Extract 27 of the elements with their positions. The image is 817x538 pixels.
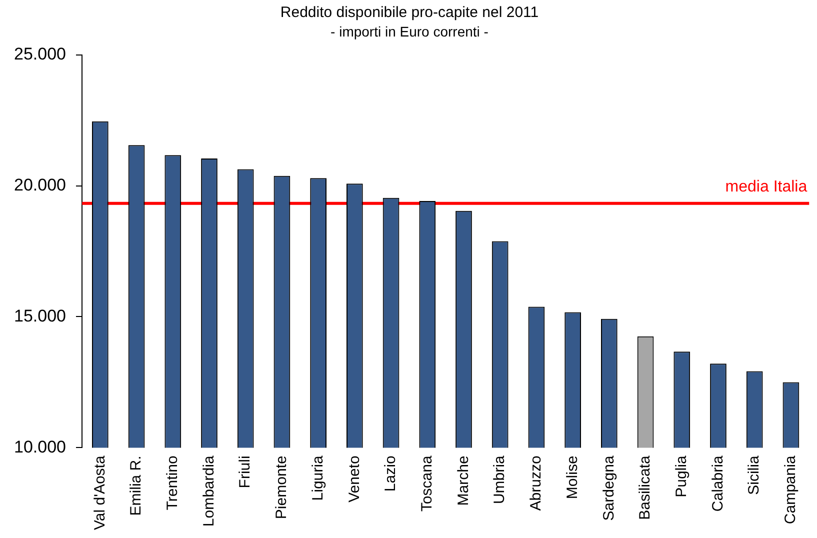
x-tick-label: Liguria	[309, 455, 326, 501]
x-tick-label: Sardegna	[600, 455, 618, 521]
chart-title: Reddito disponibile pro-capite nel 2011	[280, 4, 539, 22]
x-tick-label: Campania	[782, 455, 800, 524]
x-tick-label: Piemonte	[273, 456, 290, 520]
x-tick-label: Emilia R.	[128, 456, 145, 516]
ref-line-label: media Italia	[725, 178, 808, 196]
x-tick-label: Lombardia	[200, 455, 218, 527]
x-tick-label: Val d'Aosta	[91, 455, 108, 530]
x-tick-label: Toscana	[418, 455, 436, 512]
x-tick-label: Puglia	[673, 455, 690, 498]
x-tick-label: Basilicata	[636, 455, 654, 520]
y-tick-label: 15.000	[14, 306, 66, 326]
x-tick-label: Marche	[454, 456, 472, 506]
x-tick-label: Sicilia	[746, 455, 763, 495]
x-tick-label: Calabria	[709, 455, 726, 512]
x-tick-label: Trentino	[164, 456, 182, 510]
y-tick-label: 20.000	[14, 175, 66, 194]
x-tick-label: Veneto	[346, 456, 363, 502]
x-tick-label: Molise	[564, 456, 581, 500]
chart-subtitle: - importi in Euro correnti -	[330, 23, 489, 40]
x-tick-label: Umbria	[491, 455, 508, 504]
y-tick-label: 25.000	[14, 44, 66, 64]
x-tick-label: Friuli	[236, 456, 254, 488]
x-tick-label: Lazio	[382, 456, 400, 492]
x-tick-label: Abruzzo	[528, 456, 545, 511]
y-tick-label: 10.000	[14, 437, 66, 456]
